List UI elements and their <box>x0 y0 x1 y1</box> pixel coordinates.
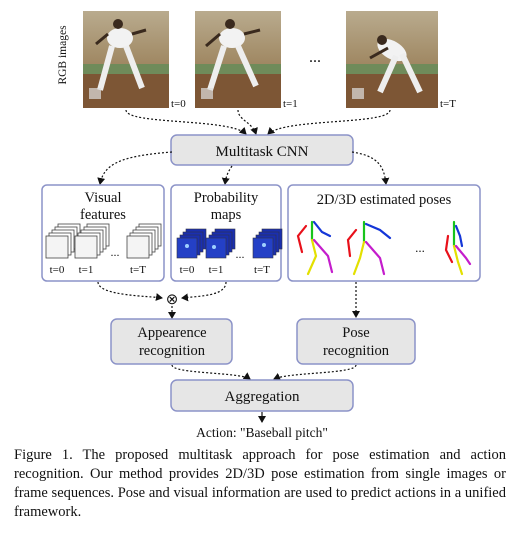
heatmap-stack-3 <box>252 228 283 259</box>
probability-maps-title-line1: Probability <box>194 190 259 206</box>
rgb-frame-2 <box>195 11 281 108</box>
appearance-recognition-line2: recognition <box>139 343 206 359</box>
figure-caption: Figure 1. The proposed multitask approac… <box>14 446 506 522</box>
combine-operator: ⊗ <box>166 292 179 308</box>
visual-features-title-line2: features <box>80 207 126 223</box>
multitask-cnn-box <box>170 134 354 166</box>
feature-stack-ellipsis: ... <box>111 245 120 259</box>
pose-skeleton-3 <box>444 220 472 276</box>
rgb-frame-1 <box>83 11 169 108</box>
heatmap-stack-1 <box>176 228 207 259</box>
heatmap-stack-ellipsis: ... <box>236 247 245 261</box>
feature-stack-2 <box>74 223 110 259</box>
frames-ellipsis: ... <box>309 49 321 66</box>
rgb-images-label: RGB images <box>57 25 69 85</box>
frames-to-cnn-arrows <box>125 109 391 135</box>
heatmap-stack-2 <box>205 228 236 259</box>
pose-recognition-box <box>296 318 416 365</box>
pose-recognition-line1: Pose <box>342 325 369 341</box>
appearance-recognition-box <box>110 318 233 365</box>
appearance-recognition-line1: Appearence <box>137 325 206 341</box>
probability-maps-title-line2: maps <box>211 207 242 223</box>
heatmap-label-2: t=1 <box>209 264 224 276</box>
feature-label-2: t=1 <box>79 264 94 276</box>
rgb-frame-3 <box>346 11 438 108</box>
figure-caption-text: Figure 1. The proposed multitask approac… <box>14 447 506 520</box>
frame-2-time-label: t=1 <box>283 98 298 110</box>
action-result-label: Action: "Baseball pitch" <box>196 425 328 440</box>
feature-label-1: t=0 <box>50 264 65 276</box>
aggregation-label: Aggregation <box>225 389 300 405</box>
pipeline-diagram: RGB images t=0 t=1 ... <box>41 11 481 440</box>
pose-recognition-line2: recognition <box>323 343 390 359</box>
multitask-cnn-label: Multitask CNN <box>216 144 309 160</box>
frame-1-time-label: t=0 <box>171 98 186 110</box>
frame-3-time-label: t=T <box>440 98 456 110</box>
heatmap-label-1: t=0 <box>180 264 195 276</box>
aggregation-box <box>170 379 354 412</box>
heatmap-label-3: t=T <box>254 264 270 276</box>
feature-label-3: t=T <box>130 264 146 276</box>
pose-skeleton-1 <box>296 220 334 276</box>
feature-stack-3 <box>126 223 162 259</box>
visual-features-title-line1: Visual <box>85 190 122 206</box>
recognition-to-aggregation-arrows <box>171 364 357 381</box>
feature-stack-1 <box>45 223 81 259</box>
features-to-combine-arrows <box>97 281 360 319</box>
estimated-poses-title: 2D/3D estimated poses <box>317 192 452 208</box>
poses-ellipsis: ... <box>415 240 425 255</box>
cnn-to-panels-arrows <box>97 151 390 185</box>
pose-skeleton-2 <box>346 220 392 276</box>
